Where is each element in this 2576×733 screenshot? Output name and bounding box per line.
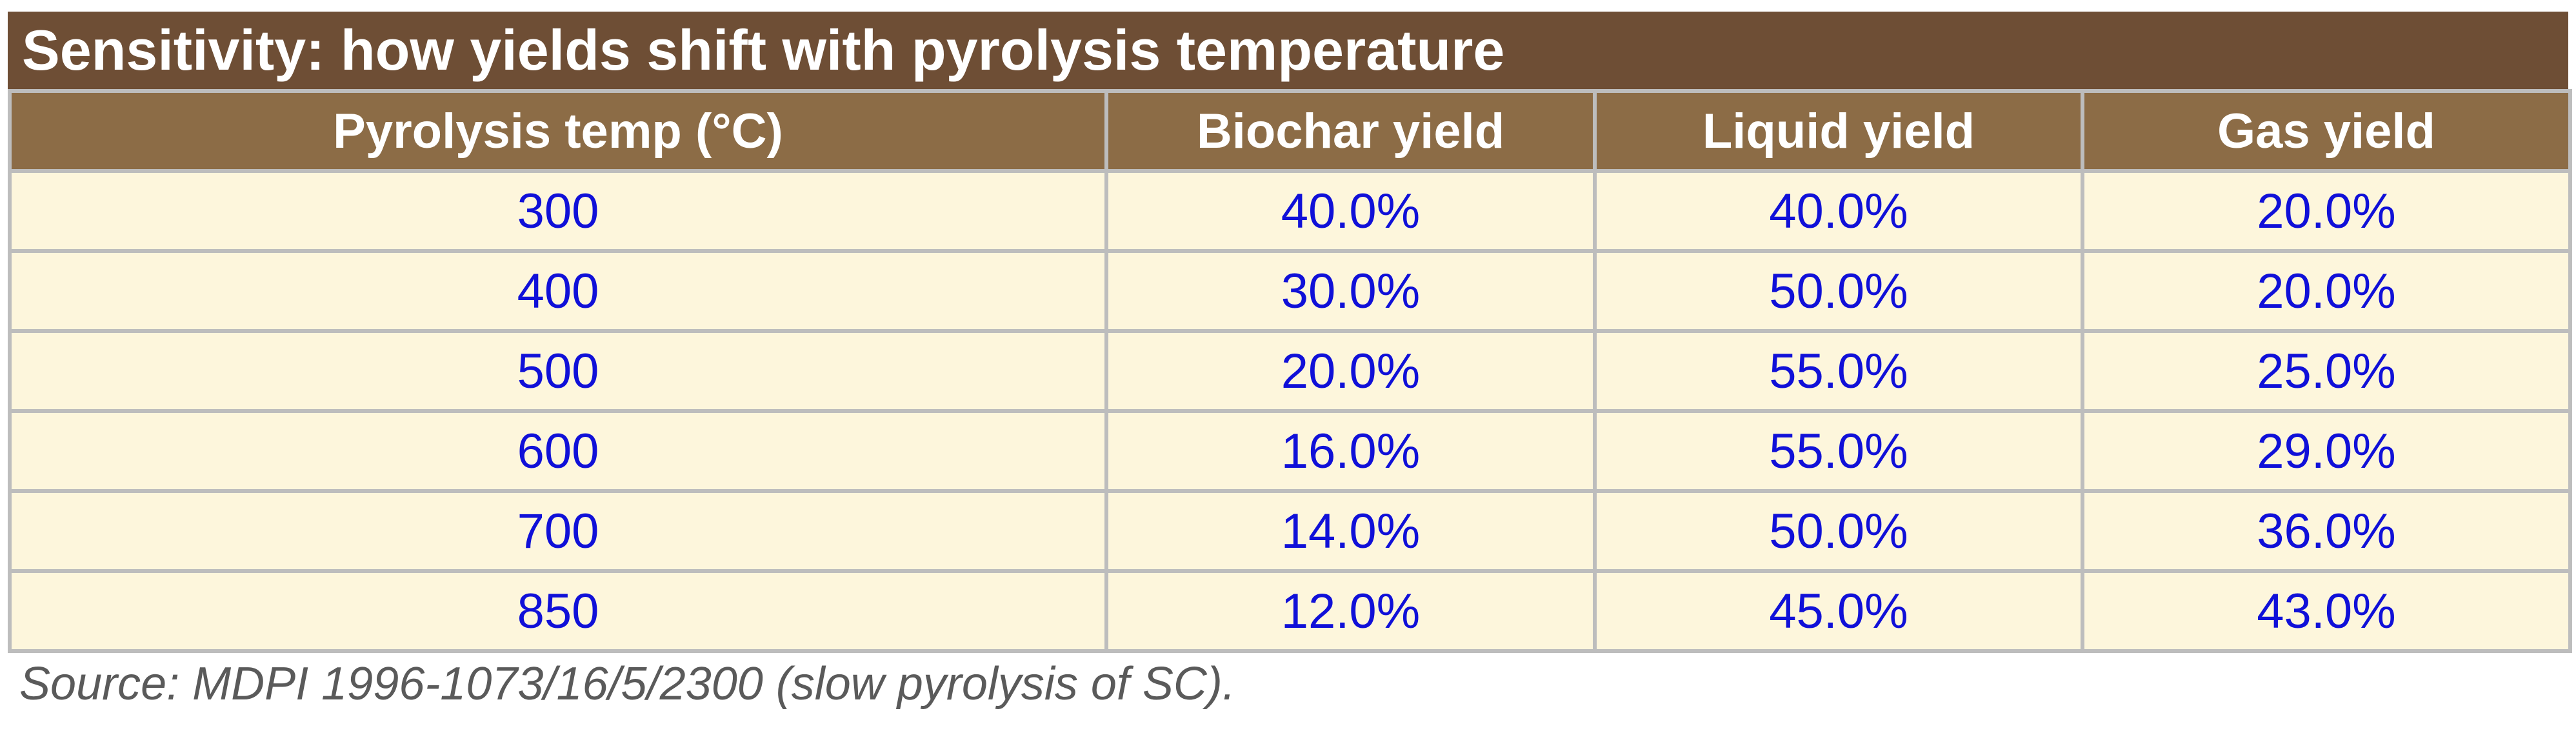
table-row: 850 12.0% 45.0% 43.0% (8, 569, 2572, 653)
table-row: 500 20.0% 55.0% 25.0% (8, 329, 2572, 413)
cell-liquid[interactable]: 55.0% (1593, 329, 2084, 413)
cell-temp[interactable]: 300 (8, 169, 1108, 253)
cell-biochar[interactable]: 12.0% (1104, 569, 1597, 653)
cell-liquid[interactable]: 50.0% (1593, 249, 2084, 333)
sheet-title: Sensitivity: how yields shift with pyrol… (22, 18, 1505, 82)
cell-biochar[interactable]: 16.0% (1104, 409, 1597, 493)
header-cell-temp[interactable]: Pyrolysis temp (°C) (8, 89, 1108, 173)
title-bar[interactable]: Sensitivity: how yields shift with pyrol… (8, 12, 2568, 89)
cell-gas[interactable]: 36.0% (2081, 489, 2572, 573)
cell-gas[interactable]: 29.0% (2081, 409, 2572, 493)
header-row: Pyrolysis temp (°C) Biochar yield Liquid… (8, 89, 2572, 173)
header-cell-gas[interactable]: Gas yield (2081, 89, 2572, 173)
cell-liquid[interactable]: 50.0% (1593, 489, 2084, 573)
cell-temp[interactable]: 500 (8, 329, 1108, 413)
cell-biochar[interactable]: 30.0% (1104, 249, 1597, 333)
cell-biochar[interactable]: 14.0% (1104, 489, 1597, 573)
cell-temp[interactable]: 600 (8, 409, 1108, 493)
table-row: 700 14.0% 50.0% 36.0% (8, 489, 2572, 573)
table-row: 300 40.0% 40.0% 20.0% (8, 169, 2572, 253)
cell-gas[interactable]: 43.0% (2081, 569, 2572, 653)
header-cell-biochar[interactable]: Biochar yield (1104, 89, 1597, 173)
cell-liquid[interactable]: 55.0% (1593, 409, 2084, 493)
table-row: 400 30.0% 50.0% 20.0% (8, 249, 2572, 333)
header-cell-liquid[interactable]: Liquid yield (1593, 89, 2084, 173)
cell-biochar[interactable]: 40.0% (1104, 169, 1597, 253)
yield-table: Pyrolysis temp (°C) Biochar yield Liquid… (8, 89, 2572, 653)
cell-temp[interactable]: 400 (8, 249, 1108, 333)
cell-gas[interactable]: 25.0% (2081, 329, 2572, 413)
cell-temp[interactable]: 700 (8, 489, 1108, 573)
source-note[interactable]: Source: MDPI 1996-1073/16/5/2300 (slow p… (19, 658, 1235, 710)
cell-temp[interactable]: 850 (8, 569, 1108, 653)
cell-gas[interactable]: 20.0% (2081, 249, 2572, 333)
table-row: 600 16.0% 55.0% 29.0% (8, 409, 2572, 493)
cell-biochar[interactable]: 20.0% (1104, 329, 1597, 413)
cell-gas[interactable]: 20.0% (2081, 169, 2572, 253)
cell-liquid[interactable]: 45.0% (1593, 569, 2084, 653)
cell-liquid[interactable]: 40.0% (1593, 169, 2084, 253)
